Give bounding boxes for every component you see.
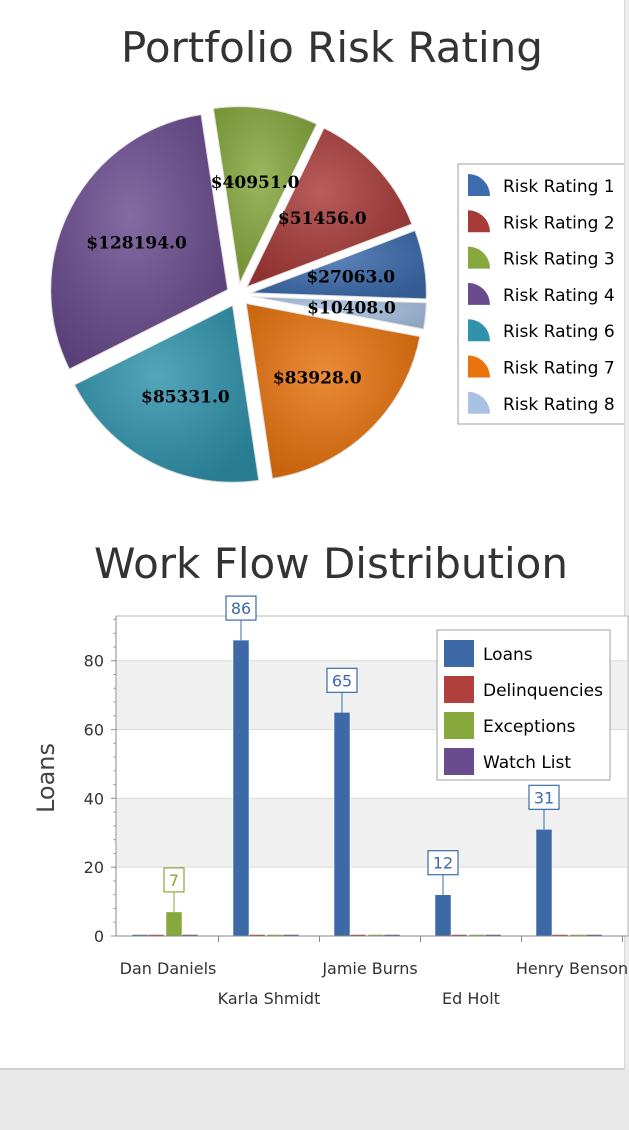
pie-legend: Risk Rating 1 Risk Rating 2 Risk Rating 3 R…	[458, 164, 624, 424]
bar-loans	[233, 640, 249, 936]
pie-data-label: $128194.0	[86, 234, 187, 254]
x-category-label: Karla Shmidt	[218, 989, 321, 1008]
legend-label: Exceptions	[483, 717, 576, 737]
x-category-label: Jamie Burns	[321, 959, 417, 978]
x-category-label: Dan Daniels	[120, 959, 217, 978]
legend-item-watch-list: Watch List	[444, 748, 571, 775]
bar-data-label: 65	[332, 671, 352, 690]
bar-legend: Loans Delinquencies Exceptions Watch List	[437, 630, 610, 780]
legend-item-exceptions: Exceptions	[444, 712, 576, 739]
bar-loans	[536, 829, 552, 936]
pie-data-label: $40951.0	[211, 173, 300, 193]
y-tick-label: 60	[84, 721, 104, 740]
legend-swatch	[444, 712, 474, 739]
x-category-label: Henry Benson	[516, 959, 628, 978]
legend-label: Risk Rating 2	[503, 213, 615, 233]
bar-chart-title: Work Flow Distribution	[94, 539, 568, 588]
pie-chart: Portfolio Risk Rating $27063.0 $51456.0 $4…	[0, 0, 624, 500]
legend-label: Risk Rating 1	[503, 177, 615, 197]
legend-item-delinquencies: Delinquencies	[444, 676, 603, 703]
bar-loans	[435, 895, 451, 936]
legend-item-loans: Loans	[444, 640, 533, 667]
legend-swatch	[444, 676, 474, 703]
pie-data-label: $85331.0	[141, 387, 230, 407]
pie-data-label: $51456.0	[278, 209, 367, 229]
y-tick-label: 0	[94, 927, 104, 946]
legend-label: Risk Rating 8	[503, 395, 615, 415]
y-tick-label: 40	[84, 789, 104, 808]
y-tick-label: 20	[84, 858, 104, 877]
pie-data-label: $83928.0	[273, 368, 362, 388]
bar-data-label: 7	[169, 871, 179, 890]
pie-chart-title: Portfolio Risk Rating	[121, 23, 543, 72]
y-axis-title: Loans	[32, 743, 60, 813]
footer-strip	[0, 1070, 629, 1130]
pie-data-label: $10408.0	[307, 299, 396, 319]
legend-label: Watch List	[483, 753, 571, 773]
bar-data-label: 12	[433, 854, 453, 873]
legend-label: Risk Rating 4	[503, 286, 615, 306]
bar-exceptions	[166, 912, 182, 936]
chart-panel: Portfolio Risk Rating $27063.0 $51456.0 $4…	[0, 0, 625, 1070]
legend-label: Delinquencies	[483, 681, 603, 701]
bar-loans	[334, 712, 350, 936]
y-tick-label: 80	[84, 652, 104, 671]
legend-label: Risk Rating 7	[503, 359, 615, 379]
x-category-label: Ed Holt	[442, 989, 500, 1008]
legend-label: Risk Rating 6	[503, 322, 615, 342]
pie-slice-risk-rating-7	[246, 303, 421, 479]
legend-label: Risk Rating 3	[503, 250, 615, 270]
bar-chart: Work Flow Distribution Loans 0 20 40 60 80 Da…	[0, 500, 629, 1060]
pie-data-label: $27063.0	[306, 267, 395, 287]
legend-label: Loans	[483, 645, 533, 665]
legend-swatch	[444, 748, 474, 775]
bar-data-label: 86	[231, 599, 251, 618]
legend-swatch	[444, 640, 474, 667]
bar-data-label: 31	[534, 788, 554, 807]
